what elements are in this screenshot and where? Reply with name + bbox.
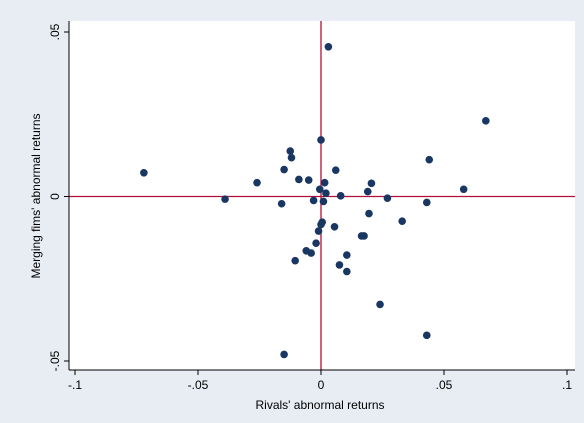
scatter-point — [253, 178, 261, 187]
scatter-point — [314, 227, 323, 235]
scatter-point — [221, 195, 229, 203]
scatter-point — [307, 249, 315, 257]
x-axis-title: Rivals' abnormal returns — [255, 398, 384, 412]
x-tick-label: 0 — [318, 378, 325, 392]
scatter-point — [280, 350, 288, 359]
scatter-point — [315, 185, 324, 194]
scatter-point — [295, 175, 303, 184]
x-ticks: -.1 -.05 0 .05 .1 — [68, 370, 572, 392]
scatter-point — [312, 239, 320, 248]
scatter-point — [140, 169, 148, 177]
scatter-point — [360, 232, 368, 240]
scatter-point — [336, 192, 345, 200]
scatter-point — [363, 187, 372, 196]
scatter-point — [331, 166, 340, 174]
scatter-point — [365, 209, 373, 218]
scatter-point — [317, 136, 325, 144]
scatter-point — [320, 178, 329, 187]
x-tick-label: -.1 — [68, 378, 82, 392]
scatter-point — [398, 217, 406, 225]
scatter-point — [343, 267, 351, 276]
scatter-point — [280, 165, 288, 174]
y-tick-label: .05 — [48, 23, 62, 40]
scatter-point — [425, 155, 434, 164]
scatter-point — [277, 199, 286, 208]
scatter-point — [459, 185, 468, 194]
scatter-point — [324, 43, 333, 51]
scatter-point — [286, 147, 295, 155]
scatter-point — [335, 261, 344, 269]
scatter-point — [319, 197, 328, 206]
x-tick-label: -.05 — [188, 378, 209, 392]
scatter-point — [367, 179, 376, 188]
scatter-point — [482, 117, 490, 125]
data-points — [140, 43, 490, 359]
plot-area — [69, 21, 575, 370]
scatter-point — [322, 189, 330, 198]
scatter-point — [376, 300, 384, 309]
y-axis-title: Merging fims' abnormal returns — [29, 113, 43, 278]
axes — [68, 21, 575, 371]
scatter-point — [291, 256, 299, 265]
scatter-point — [330, 222, 339, 231]
y-tick-label: -.05 — [48, 350, 62, 371]
scatter-point — [343, 251, 351, 259]
scatter-point — [304, 176, 313, 184]
x-tick-label: .05 — [436, 378, 453, 392]
scatter-point — [383, 194, 392, 202]
reference-lines — [69, 21, 575, 370]
y-ticks: -.05 0 .05 — [48, 23, 69, 371]
scatter-point — [317, 220, 325, 229]
scatter-point — [287, 153, 296, 162]
scatter-point — [422, 331, 431, 340]
x-tick-label: .1 — [562, 378, 572, 392]
scatter-point — [309, 196, 318, 205]
y-tick-label: 0 — [48, 193, 62, 200]
scatter-point — [422, 198, 431, 207]
